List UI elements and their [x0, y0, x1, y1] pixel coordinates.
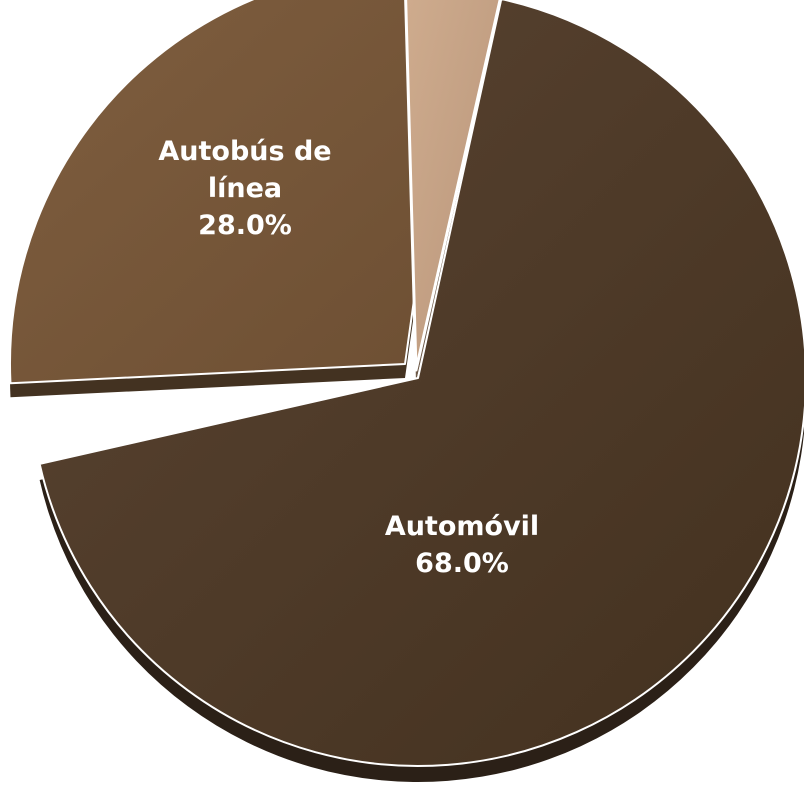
pie-slices: [9, 0, 804, 782]
pie-slice-1: [9, 0, 458, 385]
pie-slice-label-0: Automóvil 68.0%: [385, 511, 539, 579]
pie-slice-label-line: 68.0%: [415, 548, 509, 579]
pie-slice-label-line: Automóvil: [385, 511, 539, 542]
pie-slice-label-line: 28.0%: [198, 210, 292, 241]
pie-slice-label-line: Autobús de: [158, 136, 331, 167]
pie-labels: Automóvil 68.0% Autobús de línea 28.0%: [158, 136, 539, 579]
pie-slice-0: [38, 0, 804, 767]
pie-slice-label-line: línea: [208, 173, 282, 204]
pie-slice-2: [404, 0, 502, 372]
pie-slice-label-1: Autobús de línea 28.0%: [158, 136, 331, 241]
